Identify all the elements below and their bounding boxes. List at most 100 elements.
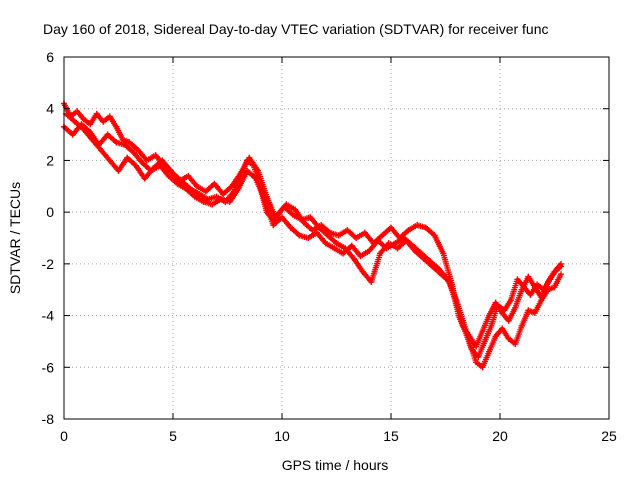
data-point — [492, 299, 499, 306]
data-point — [505, 335, 512, 342]
axis-ticks: 0 5 10 15 20 25 -8 -6 -4 -2 0 2 4 6 — [42, 49, 617, 444]
data-point — [544, 278, 551, 285]
y-tick-label: -8 — [42, 411, 55, 427]
data-point — [558, 271, 565, 278]
grid-lines — [64, 57, 609, 419]
data-point — [385, 240, 392, 247]
data-point — [505, 317, 512, 324]
data-point — [499, 325, 506, 332]
data-point — [211, 180, 218, 187]
data-point — [272, 214, 279, 221]
data-point — [126, 139, 133, 146]
data-point — [492, 333, 499, 340]
data-point — [475, 353, 482, 360]
data-point — [531, 284, 538, 291]
data-point — [350, 255, 357, 262]
data-point — [246, 154, 253, 161]
data-point — [150, 165, 157, 172]
y-tick-label: -6 — [42, 359, 55, 375]
data-point — [324, 232, 331, 239]
data-point — [466, 333, 473, 340]
data-point — [507, 297, 514, 304]
data-point — [405, 227, 412, 234]
data-point — [139, 160, 146, 167]
data-point — [438, 271, 445, 278]
data-point — [368, 278, 375, 285]
data-point — [209, 201, 216, 208]
data-point — [422, 224, 429, 231]
data-point — [309, 227, 316, 234]
data-point — [292, 206, 299, 213]
data-point — [479, 328, 486, 335]
data-point — [89, 136, 96, 143]
data-point — [113, 139, 120, 146]
data-point — [473, 343, 480, 350]
data-point — [270, 222, 277, 229]
data-point — [411, 247, 418, 254]
data-point — [440, 250, 447, 257]
data-point — [235, 185, 242, 192]
data-point — [538, 294, 545, 301]
data-point — [429, 263, 436, 270]
data-point — [353, 235, 360, 241]
data-point — [359, 268, 366, 275]
data-point — [388, 224, 394, 231]
x-tick-label: 20 — [492, 428, 508, 444]
data-point — [193, 183, 200, 190]
x-tick-label: 10 — [274, 428, 290, 444]
y-axis-label: SDTVAR / TECUs — [7, 182, 23, 294]
data-point — [93, 110, 100, 117]
data-point — [473, 359, 480, 366]
data-point — [551, 284, 558, 291]
data-point — [104, 131, 111, 138]
data-point — [100, 118, 107, 125]
data-point — [287, 224, 294, 231]
data-point — [525, 273, 532, 280]
data-point — [307, 214, 314, 221]
data-point — [446, 278, 453, 285]
x-axis-label: GPS time / hours — [282, 457, 389, 473]
data-point — [322, 240, 329, 247]
data-point — [255, 167, 262, 174]
data-point — [403, 237, 410, 244]
data-point — [366, 247, 373, 254]
data-point — [331, 245, 338, 252]
data-point — [141, 175, 148, 182]
y-tick-label: 6 — [46, 49, 54, 65]
data-point — [298, 216, 305, 223]
data-point — [394, 245, 401, 252]
data-point — [191, 193, 198, 200]
data-point — [135, 147, 142, 154]
data-point — [333, 240, 340, 247]
data-point — [488, 322, 495, 329]
data-point — [176, 178, 183, 185]
data-point — [226, 198, 233, 205]
data-point — [377, 250, 384, 257]
data-point — [115, 167, 122, 174]
series-track-c — [63, 110, 565, 350]
data-point — [379, 232, 386, 239]
data-point — [183, 185, 190, 192]
data-point — [340, 250, 347, 257]
data-point — [71, 118, 78, 125]
data-point — [237, 170, 244, 177]
data-point — [213, 193, 220, 200]
data-point — [217, 196, 224, 203]
data-point — [514, 276, 521, 283]
data-point — [420, 255, 427, 262]
data-point — [204, 196, 211, 203]
data-point — [130, 149, 137, 156]
data-point — [374, 237, 381, 244]
data-point — [74, 108, 81, 115]
data-point — [132, 162, 139, 169]
y-tick-label: 2 — [46, 152, 54, 168]
data-point — [167, 167, 174, 174]
data-point — [512, 304, 519, 311]
chart-title: Day 160 of 2018, Sidereal Day-to-day VTE… — [43, 21, 549, 37]
data-point — [244, 167, 251, 174]
y-tick-label: 4 — [46, 101, 54, 117]
data-point — [296, 232, 303, 239]
data-point — [414, 222, 421, 229]
data-point — [313, 229, 320, 236]
